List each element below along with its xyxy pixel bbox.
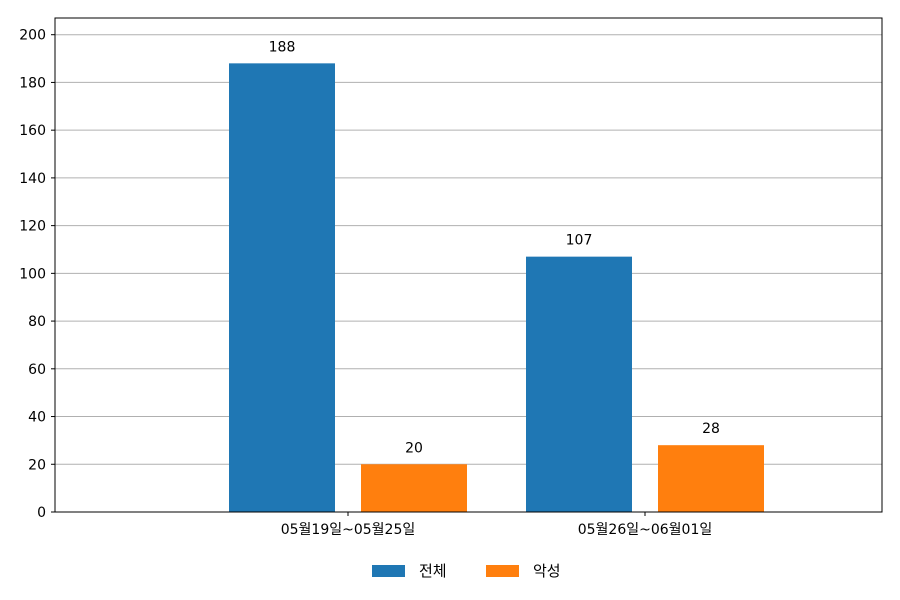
bar-value-label: 107 xyxy=(566,233,593,249)
legend-swatch xyxy=(372,565,405,577)
y-tick-label: 180 xyxy=(19,75,46,91)
y-tick-label: 160 xyxy=(19,123,46,139)
bar-0-0 xyxy=(229,63,335,513)
y-tick-label: 0 xyxy=(37,505,46,521)
bar-value-label: 28 xyxy=(702,421,720,437)
legend-label: 전체 xyxy=(419,562,447,580)
y-tick-label: 100 xyxy=(19,266,46,282)
bar-1-0 xyxy=(361,464,467,512)
legend: 전체 악성 xyxy=(372,562,561,580)
y-tick-label: 20 xyxy=(28,457,46,473)
y-tick-label: 60 xyxy=(28,362,46,378)
data-labels: 188 20 107 28 xyxy=(269,39,720,456)
bar-value-label: 20 xyxy=(405,440,423,456)
x-axis: 05월19일~05월25일 05월26일~06월01일 xyxy=(281,512,713,538)
grid-lines xyxy=(55,34,882,465)
bar-value-label: 188 xyxy=(269,39,296,55)
y-axis: 0 20 40 60 80 100 120 140 160 180 200 xyxy=(19,28,55,521)
y-tick-label: 80 xyxy=(28,314,46,330)
y-tick-label: 120 xyxy=(19,219,46,235)
y-tick-label: 140 xyxy=(19,171,46,187)
legend-swatch xyxy=(486,565,519,577)
legend-label: 악성 xyxy=(533,562,561,580)
bars xyxy=(229,63,764,513)
bar-0-1 xyxy=(526,256,632,512)
y-tick-label: 200 xyxy=(19,28,46,44)
x-tick-label: 05월26일~06월01일 xyxy=(578,522,713,538)
bar-1-1 xyxy=(658,445,764,512)
x-tick-label: 05월19일~05월25일 xyxy=(281,522,416,538)
y-tick-label: 40 xyxy=(28,410,46,426)
plot-frame xyxy=(54,17,883,513)
